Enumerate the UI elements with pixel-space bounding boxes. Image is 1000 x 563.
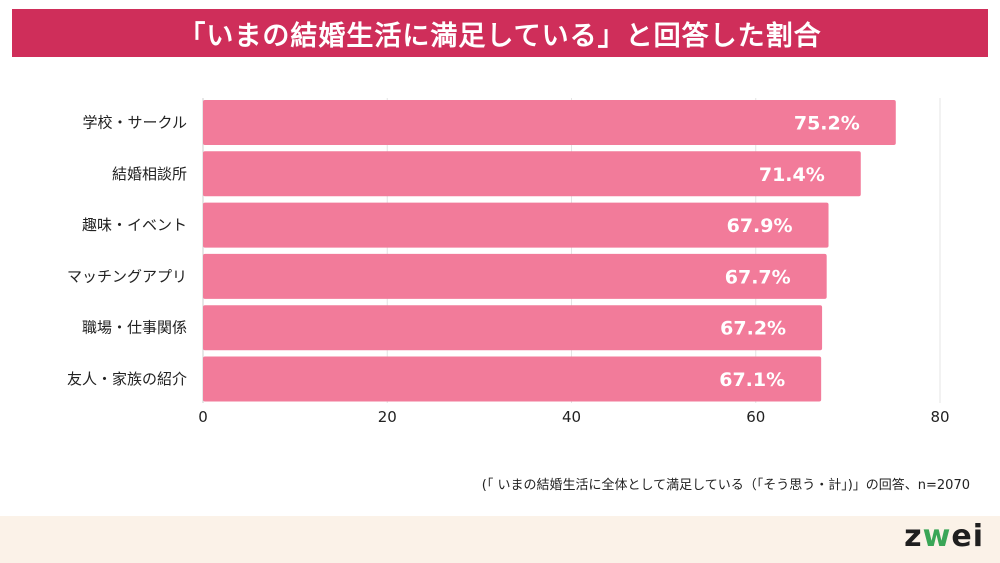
bar	[203, 151, 861, 197]
bar	[203, 253, 827, 299]
title-banner: 「いまの結婚生活に満足している」と回答した割合	[12, 9, 988, 57]
data-label: 75.2%	[794, 113, 860, 135]
bar	[203, 100, 896, 145]
x-tick-label: 40	[562, 408, 581, 426]
category-label: 趣味・イベント	[82, 216, 187, 234]
chart-title: 「いまの結婚生活に満足している」と回答した割合	[178, 20, 822, 52]
x-tick-label: 20	[378, 408, 397, 426]
footer-band: zwei	[0, 516, 1000, 563]
data-label: 67.9%	[727, 215, 793, 237]
bar	[203, 305, 823, 351]
x-tick-label: 80	[930, 408, 949, 426]
footnote: (「 いまの結婚生活に全体として満足している（「そう思う・計」)」の回答、n=2…	[481, 478, 970, 493]
bar	[203, 356, 822, 402]
logo-part-mid: w	[922, 519, 952, 554]
category-label: マッチングアプリ	[67, 267, 187, 285]
x-tick-label: 60	[746, 408, 765, 426]
logo-part-pre: z	[904, 519, 923, 554]
data-label: 67.1%	[719, 369, 785, 391]
data-label: 67.7%	[725, 266, 791, 288]
category-label: 職場・仕事関係	[82, 319, 187, 337]
category-label: 学校・サークル	[82, 114, 187, 132]
zwei-logo: zwei	[904, 519, 984, 554]
data-label: 71.4%	[759, 164, 825, 186]
category-label: 友人・家族の紹介	[67, 370, 187, 388]
bar-chart: 学校・サークル 75.2% 結婚相談所 71.4% 趣味・イベント 67.9% マッチングア…	[67, 98, 950, 426]
logo-part-post: ei	[951, 519, 984, 554]
category-label: 結婚相談所	[112, 165, 187, 183]
x-tick-label: 0	[198, 408, 208, 426]
bar	[203, 202, 829, 248]
data-label: 67.2%	[720, 318, 786, 340]
